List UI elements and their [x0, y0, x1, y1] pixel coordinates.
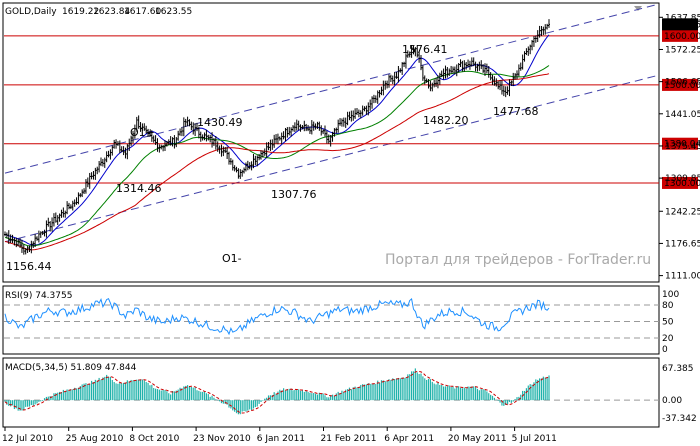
price-tick-label-1: 1572.25 [665, 45, 700, 55]
annotation-1314: 1314.46 [116, 182, 162, 195]
price-tick-label-0: 1637.85 [665, 13, 700, 23]
price-tick-label-4: 1375.45 [665, 142, 700, 152]
price-tick-label-6: 1242.25 [665, 207, 700, 217]
price-panel-frame [2, 2, 660, 283]
level-tag-0 [662, 29, 698, 42]
current-price-tag [662, 18, 698, 31]
rsi-line [4, 297, 550, 336]
level-label-1: 1500.00 [664, 81, 700, 91]
annotation-1156: 1156.44 [6, 260, 52, 273]
watermark: Портал для трейдеров - ForTrader.ru [385, 252, 651, 268]
chart-shift-marker[interactable] [634, 6, 642, 11]
channel-line-0 [4, 3, 660, 174]
ohlc-low: 1617.60 [124, 7, 161, 17]
level-label-0: 1600.00 [664, 32, 700, 42]
rsi-tick-label-3: 20 [662, 334, 674, 344]
macd-tick-label-1: 0.00 [662, 396, 682, 406]
annotation-1482: 1482.20 [423, 114, 469, 127]
annotation-1307: 1307.76 [271, 188, 317, 201]
annotation-o1-minus: O1- [222, 252, 242, 265]
ohlc-close: 1623.55 [155, 7, 192, 17]
macd-signal-line [4, 371, 550, 414]
price-tick-label-7: 1176.65 [665, 239, 700, 249]
x-tick-label-8: 5 Jul 2011 [512, 434, 557, 444]
x-tick-label-2: 8 Oct 2010 [129, 434, 179, 444]
level-tag-3 [662, 176, 698, 189]
level-label-3: 1300.00 [664, 179, 700, 189]
ma-slow-line [4, 73, 550, 251]
x-tick-label-5: 21 Feb 2011 [321, 434, 377, 444]
price-tick-label-8: 1111.00 [665, 272, 700, 282]
rsi-tick-label-4: 0 [662, 345, 668, 355]
level-tag-2 [662, 137, 698, 150]
current-price-label: 1623.55 [664, 20, 700, 30]
x-tick-label-4: 6 Jan 2011 [257, 434, 305, 444]
macd-tick-label-0: 67.385 [662, 364, 694, 374]
x-tick-label-7: 20 May 2011 [448, 434, 507, 444]
annotation-1430: 1430.49 [197, 116, 243, 129]
ma-mid-line [4, 65, 550, 247]
rsi-tick-label-2: 50 [662, 318, 674, 328]
macd-panel-frame [2, 357, 660, 428]
annotation-o1-plus: O1+ [130, 126, 155, 139]
rsi-label: RSI(9) 74.3755 [5, 291, 72, 301]
ma-fast-line [4, 34, 550, 246]
ohlc-high: 1623.84 [93, 7, 130, 17]
macd-label: MACD(5,34,5) 51.809 47.844 [5, 363, 137, 373]
x-tick-label-3: 23 Nov 2010 [193, 434, 251, 444]
channel-line-1 [4, 74, 660, 243]
chart-title: GOLD,Daily [5, 7, 57, 17]
macd-tick-label-2: -37.342 [662, 414, 697, 424]
price-tick-label-3: 1441.05 [665, 110, 700, 120]
annotation-1477: 1477.68 [493, 105, 539, 118]
level-tag-1 [662, 78, 698, 91]
price-tick-label-2: 1506.65 [665, 78, 700, 88]
level-label-2: 1380.04 [664, 140, 700, 150]
x-tick-label-6: 6 Apr 2011 [384, 434, 434, 444]
x-tick-label-0: 12 Jul 2010 [2, 434, 53, 444]
rsi-tick-label-0: 100 [662, 290, 679, 300]
x-tick-label-1: 25 Aug 2010 [66, 434, 124, 444]
annotation-1576: 1576.41 [402, 43, 448, 56]
rsi-panel-frame [2, 285, 660, 355]
rsi-tick-label-1: 80 [662, 301, 674, 311]
price-tick-label-5: 1309.85 [665, 174, 700, 184]
ohlc-open: 1619.22 [62, 7, 99, 17]
